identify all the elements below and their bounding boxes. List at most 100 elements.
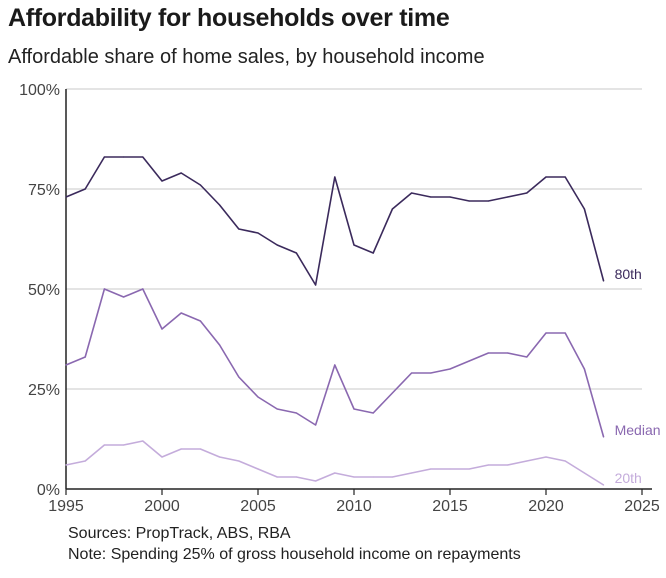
series-label-20th: 20th [615,470,642,486]
data-point-20th [526,460,528,462]
chart-title: Affordability for households over time [8,4,450,32]
data-point-80th [276,244,278,246]
data-point-80th [391,208,393,210]
data-point-20th [142,440,144,442]
data-point-80th [449,196,451,198]
x-tick-label: 2010 [336,498,372,515]
data-point-median [334,364,336,366]
data-point-20th [295,476,297,478]
data-point-20th [507,464,509,466]
data-point-median [238,376,240,378]
x-tick-label: 2005 [240,498,276,515]
data-point-median [180,312,182,314]
x-tick-label: 1995 [48,498,84,515]
data-point-median [103,288,105,290]
data-point-80th [372,252,374,254]
data-point-median [219,344,221,346]
data-point-median [564,332,566,334]
data-point-median [468,360,470,362]
data-point-median [315,424,317,426]
data-point-80th [468,200,470,202]
data-point-20th [603,484,605,486]
data-point-80th [526,192,528,194]
x-tick-label: 2025 [624,498,660,515]
data-point-20th [219,456,221,458]
data-point-20th [583,472,586,474]
data-point-median [353,408,355,410]
series-line-80th [65,156,605,286]
data-point-20th [487,464,489,466]
x-tick-label: 2000 [144,498,180,515]
data-point-80th [603,280,605,282]
data-point-20th [391,476,393,478]
data-point-80th [199,184,201,186]
data-point-20th [334,472,336,474]
data-point-20th [372,476,374,478]
data-point-80th [295,252,297,254]
data-point-median [391,392,393,394]
data-point-80th [507,196,509,198]
data-point-median [161,328,163,330]
data-point-80th [103,156,105,158]
data-point-80th [583,208,586,210]
data-point-20th [315,480,317,482]
series-line-median [65,288,605,438]
data-point-median [65,364,67,366]
y-tick-label: 0% [37,482,60,499]
data-point-median [123,296,125,298]
data-point-median [142,288,144,290]
data-point-median [295,412,297,414]
data-point-median [583,368,586,370]
data-point-median [545,332,547,334]
x-tick-label: 2020 [528,498,564,515]
data-point-20th [238,460,240,462]
data-point-20th [276,476,278,478]
data-point-20th [545,456,547,458]
data-point-20th [84,460,86,462]
data-point-80th [564,176,566,178]
data-point-20th [161,456,163,458]
data-point-80th [238,228,240,230]
data-point-20th [199,448,201,450]
data-point-median [411,372,413,374]
data-point-median [430,372,432,374]
data-point-median [603,436,605,438]
data-point-80th [353,244,355,246]
sources-note: Sources: PropTrack, ABS, RBA [68,525,291,542]
data-point-80th [430,196,432,198]
y-tick-label: 75% [28,182,60,199]
data-point-20th [180,448,182,450]
data-point-20th [257,468,259,470]
data-point-median [526,356,528,358]
data-point-80th [65,196,67,198]
data-point-80th [142,156,144,158]
y-tick-label: 50% [28,282,60,299]
line-chart: 0% 25% 50% 75% 100% 1995 2000 2005 2010 2015 2020 2… [19,82,661,515]
data-point-median [372,412,374,414]
chart-subtitle: Affordable share of home sales, by house… [8,46,485,68]
data-point-80th [257,232,259,234]
data-point-80th [334,176,336,178]
y-tick-label: 25% [28,382,60,399]
data-point-median [276,408,278,410]
data-point-80th [123,156,125,158]
data-point-80th [180,172,182,174]
data-point-median [449,368,451,370]
data-point-20th [65,464,67,466]
data-point-20th [430,468,432,470]
data-point-20th [564,460,566,462]
data-point-median [84,356,86,358]
data-point-median [507,352,509,354]
data-point-median [199,320,201,322]
data-point-20th [123,444,125,446]
data-point-80th [161,180,163,182]
series-label-median: Median [615,422,661,438]
x-tick-label: 2015 [432,498,468,515]
data-point-80th [487,200,489,202]
data-point-80th [219,204,221,206]
data-point-median [487,352,489,354]
data-point-median [257,396,259,398]
series-label-80th: 80th [615,266,642,282]
data-point-20th [449,468,451,470]
data-point-20th [468,468,470,470]
